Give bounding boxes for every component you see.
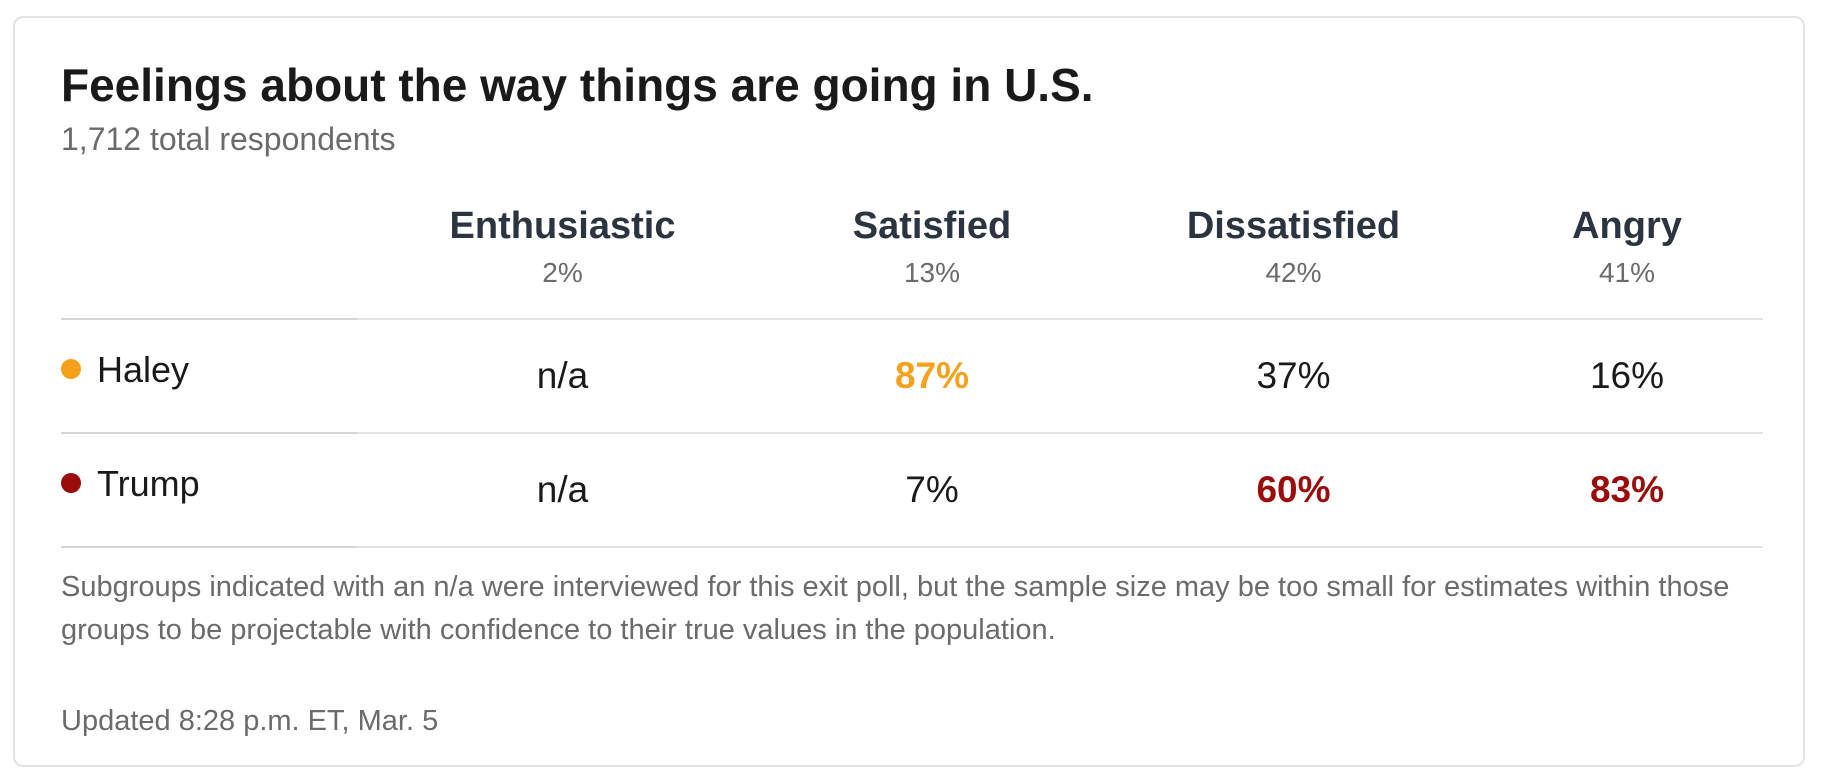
table-cell: 83% [1491, 433, 1763, 548]
exit-poll-card: Feelings about the way things are going … [13, 16, 1805, 767]
header-row: Enthusiastic 2% Satisfied 13% Dissatisfi… [61, 205, 1763, 320]
cell-value: 16% [1589, 355, 1665, 396]
exit-poll-table: Enthusiastic 2% Satisfied 13% Dissatisfi… [61, 205, 1763, 548]
cell-value: n/a [536, 469, 589, 510]
updated-timestamp: Updated 8:28 p.m. ET, Mar. 5 [61, 705, 439, 737]
trump-color-dot [61, 473, 81, 494]
column-label: Enthusiastic [449, 205, 676, 247]
table-cell: n/a [357, 319, 768, 434]
row-label-haley: Haley [61, 319, 357, 434]
respondents-count: 1,712 total respondents [61, 121, 396, 157]
table-cell: n/a [357, 433, 768, 548]
table-row-haley: Haley n/a 87% 37% 16% [61, 319, 1763, 434]
cell-value: 83% [1589, 469, 1665, 510]
cell-value: 60% [1256, 469, 1331, 510]
column-share: 41% [1598, 256, 1656, 288]
table-cell: 16% [1491, 319, 1763, 434]
column-share: 13% [903, 256, 961, 288]
table-row-trump: Trump n/a 7% 60% 83% [61, 433, 1763, 548]
column-header-enthusiastic: Enthusiastic 2% [357, 205, 768, 320]
cell-value: 87% [894, 355, 970, 396]
chart-title: Feelings about the way things are going … [61, 59, 1094, 111]
methodology-note: Subgroups indicated with an n/a were int… [61, 571, 1730, 646]
candidate-name: Trump [97, 463, 200, 504]
table-cell: 37% [1096, 319, 1491, 434]
table-cell: 60% [1096, 433, 1491, 548]
haley-color-dot [61, 359, 81, 380]
row-label-trump: Trump [61, 433, 357, 548]
column-header-angry: Angry 41% [1491, 205, 1763, 320]
header-corner [61, 206, 357, 320]
column-label: Satisfied [852, 205, 1012, 247]
table-cell: 87% [768, 319, 1096, 434]
candidate-name: Haley [97, 349, 190, 390]
table-cell: 7% [768, 433, 1096, 548]
column-share: 2% [542, 256, 583, 288]
cell-value: n/a [536, 355, 589, 396]
column-share: 42% [1265, 256, 1322, 288]
column-label: Dissatisfied [1186, 205, 1401, 247]
column-header-dissatisfied: Dissatisfied 42% [1096, 205, 1491, 320]
cell-value: 37% [1256, 355, 1331, 396]
column-header-satisfied: Satisfied 13% [768, 205, 1096, 320]
cell-value: 7% [905, 469, 959, 510]
column-label: Angry [1572, 205, 1682, 247]
